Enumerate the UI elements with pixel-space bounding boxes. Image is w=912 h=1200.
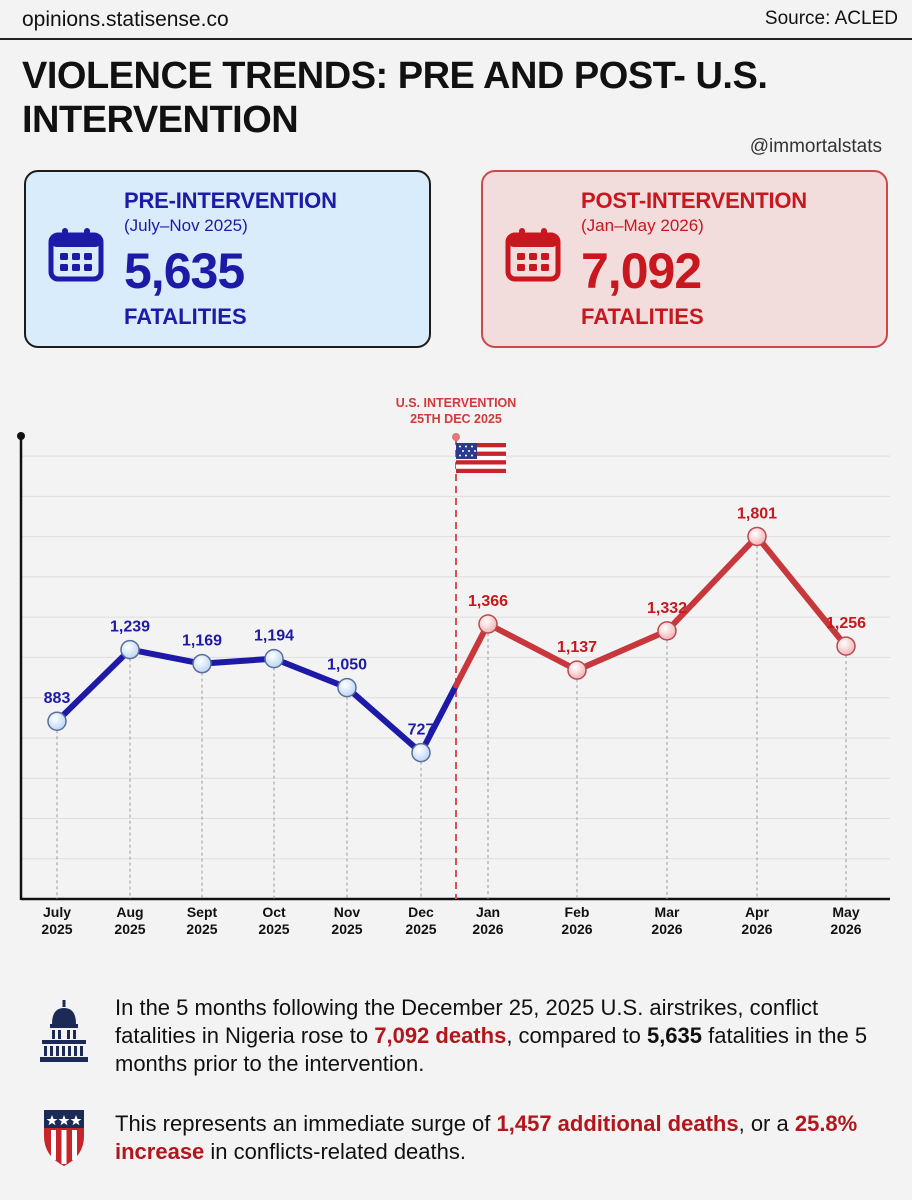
value-label: 1,169 [182,633,222,650]
post-intervention-card: POST-INTERVENTION (Jan–May 2026) 7,092 F… [481,170,888,348]
x-tick-label: Feb [565,904,590,920]
value-label: 727 [408,722,435,739]
pre-total-value: 5,635 [124,243,245,299]
x-tick-label: Aug [116,904,143,920]
note-1-text: In the 5 months following the December 2… [115,994,895,1078]
site-url[interactable]: opinions.statisense.co [22,8,229,31]
note-2-text: This represents an immediate surge of 1,… [115,1110,895,1166]
x-tick-label: Sept [187,904,218,920]
pre-period: (July–Nov 2025) [124,216,248,235]
x-tick-label: 2026 [472,921,503,937]
x-tick-label: May [832,904,859,920]
fatalities-line-chart: U.S. INTERVENTION 25TH DEC 2025 883 1,239… [17,396,890,937]
note-2-part: , or a [738,1111,795,1136]
note-2-highlight: 1,457 additional deaths [496,1111,739,1136]
post-period: (Jan–May 2026) [581,216,704,235]
data-point [47,711,67,731]
source-label: Source: ACLED [764,8,898,29]
drop-lines [56,545,847,899]
note-1-highlight: 5,635 [646,1023,703,1048]
x-tick-label: Mar [655,904,680,920]
data-point [657,621,677,641]
us-flag-icon [456,443,506,473]
x-tick-label: 2025 [114,921,145,937]
data-point [192,653,212,674]
author-handle: @immortalstats [749,136,882,157]
value-label: 883 [44,690,71,707]
intervention-label-line2: 25TH DEC 2025 [410,412,502,426]
series-line-segment [664,533,760,634]
value-label: 1,332 [647,600,687,617]
post-unit: FATALITIES [581,304,704,329]
value-label: 1,194 [254,628,294,645]
top-bar: opinions.statisense.co Source: ACLED [0,0,912,40]
series-line-segment [485,621,580,674]
data-point [836,636,856,656]
note-2-part: This represents an immediate surge of [115,1111,497,1136]
pre-heading: PRE-INTERVENTION [124,188,337,213]
x-tick-label: Nov [334,904,361,920]
x-tick-label: 2025 [186,921,217,937]
page-title: VIOLENCE TRENDS: PRE AND POST- U.S. INTE… [22,55,768,141]
intervention-annotation: U.S. INTERVENTION 25TH DEC 2025 [396,396,517,899]
series-line-segment [271,655,350,691]
value-label: 1,801 [737,505,777,522]
pre-intervention-card: PRE-INTERVENTION (July–Nov 2025) 5,635 F… [24,170,431,348]
x-tick-label: Oct [262,904,286,920]
x-tick-label: 2025 [331,921,362,937]
note-1-part: , compared to [506,1023,647,1048]
y-axis-cap [17,432,25,440]
series-line-segment [418,682,459,756]
post-total-value: 7,092 [581,243,702,299]
series-line-segment [127,646,205,667]
data-point [567,660,587,680]
note-2-highlight: 25.8% increase [115,1111,858,1164]
x-tick-label: July [43,904,71,920]
x-tick-label: Dec [408,904,434,920]
calendar-icon [48,228,104,282]
post-heading: POST-INTERVENTION [581,188,807,213]
series-line-segment [453,621,491,689]
note-2-part: in conflicts-related deaths. [204,1139,466,1164]
value-label: 1,366 [468,593,508,610]
data-point [747,526,767,547]
x-tick-label: 2026 [830,921,861,937]
series-lines [54,533,849,756]
x-tick-label: Jan [476,904,500,920]
x-tick-label: 2026 [741,921,772,937]
x-tick-label: 2025 [258,921,289,937]
value-label: 1,256 [826,615,866,632]
series-line-segment [754,533,849,650]
value-label: 1,050 [327,657,367,674]
x-tick-label: 2026 [561,921,592,937]
x-tick-labels: July2025Aug2025Sept2025Oct2025Nov2025Dec… [41,904,861,937]
axes [17,432,890,901]
data-point [264,648,284,669]
data-point [120,639,140,660]
data-point [411,742,431,763]
data-point [337,677,357,698]
x-tick-label: 2026 [651,921,682,937]
value-label: 1,239 [110,619,150,636]
x-tick-label: Apr [745,904,770,920]
x-tick-label: 2025 [405,921,436,937]
note-1-part: In the 5 months following the December 2… [115,995,819,1048]
series-points [47,526,856,763]
intervention-label-line1: U.S. INTERVENTION [396,396,517,410]
capitol-icon [40,1000,88,1062]
data-point [478,614,498,634]
note-1-part: fatalities in the 5 months prior to the … [115,1023,868,1076]
series-line-segment [54,646,133,725]
value-label: 1,137 [557,639,597,656]
series-line-segment [574,627,670,674]
series-line-segment [199,655,277,667]
value-labels: 883 1,239 1,169 1,194 1,050 727 1,366 1,137 1,33… [44,505,866,738]
note-1-highlight: 7,092 deaths [374,1023,507,1048]
calendar-icon [505,228,561,282]
x-tick-label: 2025 [41,921,72,937]
intervention-marker [452,433,460,441]
series-line-segment [344,684,424,756]
us-shield-icon [44,1110,84,1166]
pre-unit: FATALITIES [124,304,247,329]
